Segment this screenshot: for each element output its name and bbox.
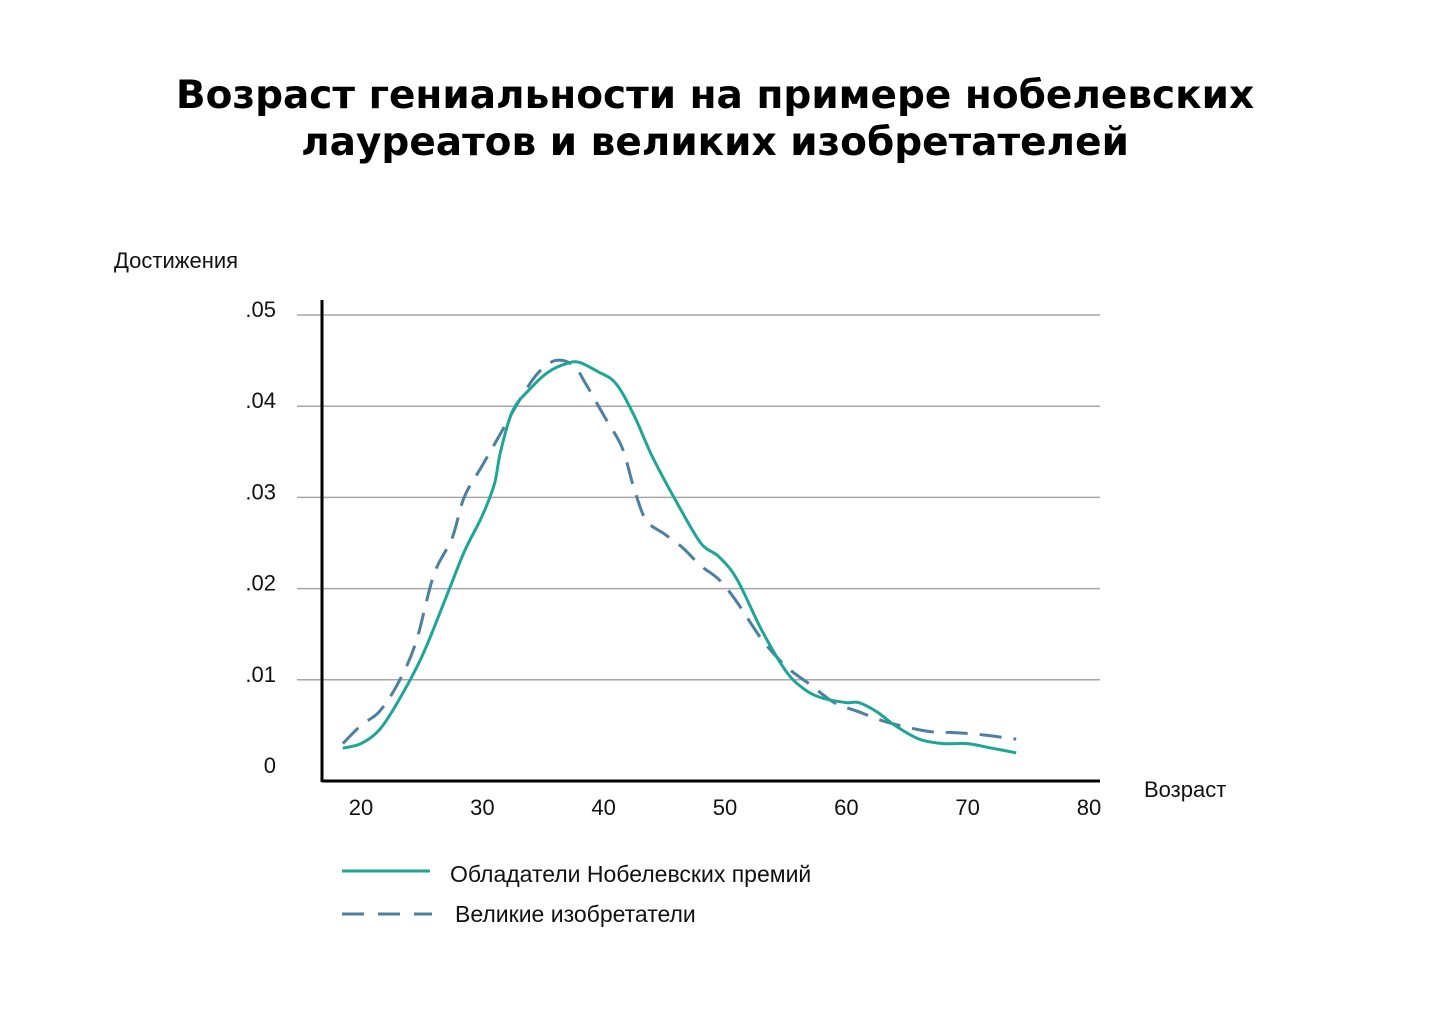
y-tick-labels: 0 .01 .02 .03 .04 .05 <box>245 297 276 778</box>
x-axis-label: Возраст <box>1144 777 1226 802</box>
x-tick-label: 70 <box>955 795 979 820</box>
chart-title-line-2: лауреатов и великих изобретателей <box>301 120 1129 165</box>
legend-label-nobel: Обладатели Нобелевских премий <box>450 861 811 887</box>
y-tick-label: .05 <box>245 297 276 322</box>
legend-label-inventors: Великие изобретатели <box>455 901 696 927</box>
x-tick-label: 40 <box>591 795 615 820</box>
series-line-nobel <box>342 360 1017 755</box>
grid-lines <box>297 314 1100 681</box>
chart-title-line-1: Возраст гениальности на примере нобелевс… <box>175 73 1255 118</box>
x-tick-label: 80 <box>1077 795 1101 820</box>
series-line-inventors <box>341 358 1017 745</box>
x-tick-label: 60 <box>834 795 858 820</box>
y-tick-label: .04 <box>245 388 276 413</box>
data-series <box>341 358 1017 755</box>
y-tick-label: .03 <box>245 479 276 504</box>
y-axis-label: Достижения <box>114 248 238 273</box>
y-tick-label: .02 <box>245 571 276 596</box>
legend: Обладатели Нобелевских премий Великие из… <box>342 861 811 927</box>
y-tick-label: .01 <box>245 662 276 687</box>
chart-title: Возраст гениальности на примере нобелевс… <box>0 72 1430 166</box>
x-tick-label: 20 <box>349 795 373 820</box>
axes <box>320 300 1100 783</box>
y-tick-label: 0 <box>264 753 276 778</box>
x-tick-label: 50 <box>713 795 737 820</box>
x-tick-label: 30 <box>470 795 494 820</box>
x-tick-labels: 20 30 40 50 60 70 80 <box>349 795 1101 820</box>
